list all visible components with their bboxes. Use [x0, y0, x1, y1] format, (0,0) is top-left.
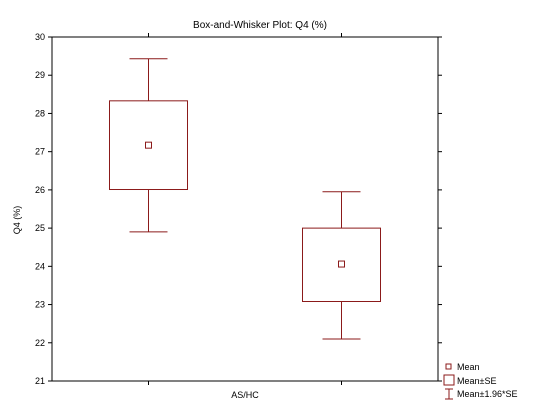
y-tick-label: 28: [35, 108, 45, 118]
y-tick-label: 21: [35, 376, 45, 386]
y-axis: 21 22 23 24 25 26 27 28 29 30: [35, 32, 442, 386]
y-tick-label: 30: [35, 32, 45, 42]
legend-ci-marker: [445, 388, 453, 400]
legend-se-label: Mean±SE: [457, 376, 496, 386]
mean-marker: [338, 260, 345, 268]
y-tick-label: 25: [35, 223, 45, 233]
se-box: [109, 100, 188, 191]
legend-ci-label: Mean±1.96*SE: [457, 389, 517, 399]
x-axis-label: AS/HC: [231, 390, 259, 400]
x-axis: [148, 33, 342, 385]
y-tick-label: 27: [35, 147, 45, 157]
box-group: [109, 58, 188, 233]
se-box: [302, 227, 381, 302]
y-tick-label: 24: [35, 261, 45, 271]
mean-marker: [145, 141, 152, 149]
plot-frame: [51, 36, 439, 382]
box-series: [109, 58, 381, 340]
legend: Mean Mean±SE Mean±1.96*SE: [443, 362, 517, 400]
legend-mean-label: Mean: [457, 362, 480, 372]
y-tick-label: 22: [35, 338, 45, 348]
y-tick-label: 26: [35, 185, 45, 195]
y-axis-label: Q4 (%): [12, 206, 22, 235]
y-tick-label: 29: [35, 70, 45, 80]
y-tick-label: 23: [35, 300, 45, 310]
chart-title: Box-and-Whisker Plot: Q4 (%): [193, 20, 327, 31]
legend-mean-marker: [445, 363, 452, 370]
legend-se-marker: [443, 374, 455, 386]
box-group: [302, 191, 381, 340]
